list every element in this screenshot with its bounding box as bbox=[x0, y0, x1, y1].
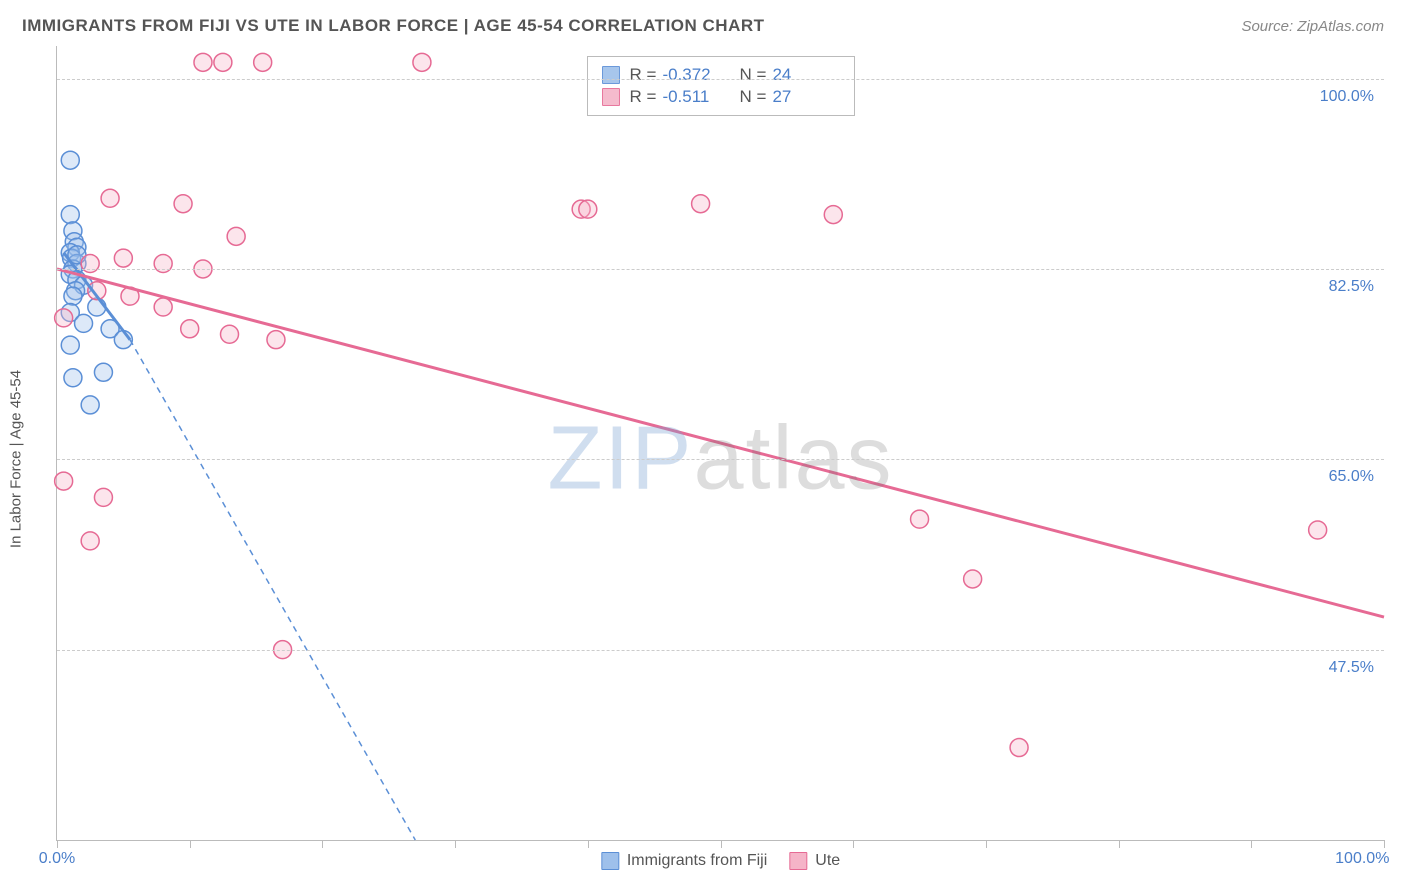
y-tick-label: 82.5% bbox=[1329, 278, 1374, 296]
x-tick bbox=[1251, 840, 1252, 848]
chart-title: IMMIGRANTS FROM FIJI VS UTE IN LABOR FOR… bbox=[22, 16, 765, 36]
data-point bbox=[1309, 521, 1327, 539]
gridline bbox=[57, 79, 1384, 80]
data-point bbox=[174, 195, 192, 213]
data-point bbox=[88, 298, 106, 316]
n-stat: N = 24 bbox=[740, 65, 840, 85]
x-tick bbox=[853, 840, 854, 848]
data-point bbox=[181, 320, 199, 338]
data-point bbox=[81, 396, 99, 414]
data-point bbox=[64, 369, 82, 387]
data-point bbox=[221, 325, 239, 343]
data-point bbox=[55, 309, 73, 327]
data-point bbox=[64, 287, 82, 305]
data-point bbox=[154, 298, 172, 316]
legend-label: Immigrants from Fiji bbox=[627, 852, 767, 870]
x-tick bbox=[190, 840, 191, 848]
legend-label: Ute bbox=[815, 852, 840, 870]
gridline bbox=[57, 650, 1384, 651]
data-point bbox=[101, 189, 119, 207]
data-point bbox=[61, 151, 79, 169]
data-point bbox=[911, 510, 929, 528]
data-point bbox=[75, 314, 93, 332]
data-point bbox=[692, 195, 710, 213]
x-tick bbox=[1384, 840, 1385, 848]
legend-swatch bbox=[602, 88, 620, 106]
x-tick bbox=[57, 840, 58, 848]
x-tick bbox=[588, 840, 589, 848]
data-point bbox=[824, 206, 842, 224]
legend-stat-row: R = -0.372 N = 24 bbox=[602, 65, 840, 85]
series-legend: Immigrants from Fiji Ute bbox=[601, 852, 840, 870]
data-point bbox=[1010, 739, 1028, 757]
y-tick-label: 65.0% bbox=[1329, 468, 1374, 486]
gridline bbox=[57, 459, 1384, 460]
legend-swatch bbox=[789, 852, 807, 870]
trend-line-extrapolated bbox=[130, 340, 415, 840]
data-point bbox=[61, 206, 79, 224]
chart-container: In Labor Force | Age 45-54 ZIPatlas R = … bbox=[22, 46, 1384, 871]
gridline bbox=[57, 269, 1384, 270]
data-point bbox=[61, 336, 79, 354]
legend-swatch bbox=[601, 852, 619, 870]
data-point bbox=[81, 532, 99, 550]
n-stat: N = 27 bbox=[740, 87, 840, 107]
x-tick bbox=[455, 840, 456, 848]
data-point bbox=[267, 331, 285, 349]
source-attribution: Source: ZipAtlas.com bbox=[1241, 18, 1384, 35]
legend-item: Ute bbox=[789, 852, 840, 870]
data-point bbox=[214, 53, 232, 71]
r-stat: R = -0.511 bbox=[630, 87, 730, 107]
x-tick bbox=[1119, 840, 1120, 848]
data-point bbox=[227, 227, 245, 245]
correlation-legend: R = -0.372 N = 24 R = -0.511 N = 27 bbox=[587, 56, 855, 116]
chart-svg bbox=[57, 46, 1384, 840]
legend-item: Immigrants from Fiji bbox=[601, 852, 767, 870]
legend-swatch bbox=[602, 66, 620, 84]
data-point bbox=[55, 472, 73, 490]
data-point bbox=[114, 249, 132, 267]
data-point bbox=[194, 53, 212, 71]
data-point bbox=[94, 488, 112, 506]
y-tick-label: 100.0% bbox=[1320, 88, 1374, 106]
y-axis-label: In Labor Force | Age 45-54 bbox=[8, 369, 25, 547]
data-point bbox=[254, 53, 272, 71]
plot-area: ZIPatlas R = -0.372N = 24R = -0.511N = 2… bbox=[56, 46, 1384, 841]
data-point bbox=[413, 53, 431, 71]
legend-stat-row: R = -0.511 N = 27 bbox=[602, 87, 840, 107]
data-point bbox=[579, 200, 597, 218]
x-axis-max-label: 100.0% bbox=[1335, 850, 1389, 868]
x-tick bbox=[721, 840, 722, 848]
x-tick bbox=[322, 840, 323, 848]
y-tick-label: 47.5% bbox=[1329, 659, 1374, 677]
r-stat: R = -0.372 bbox=[630, 65, 730, 85]
x-axis-min-label: 0.0% bbox=[39, 850, 75, 868]
data-point bbox=[94, 363, 112, 381]
x-tick bbox=[986, 840, 987, 848]
data-point bbox=[964, 570, 982, 588]
trend-line bbox=[57, 269, 1384, 617]
